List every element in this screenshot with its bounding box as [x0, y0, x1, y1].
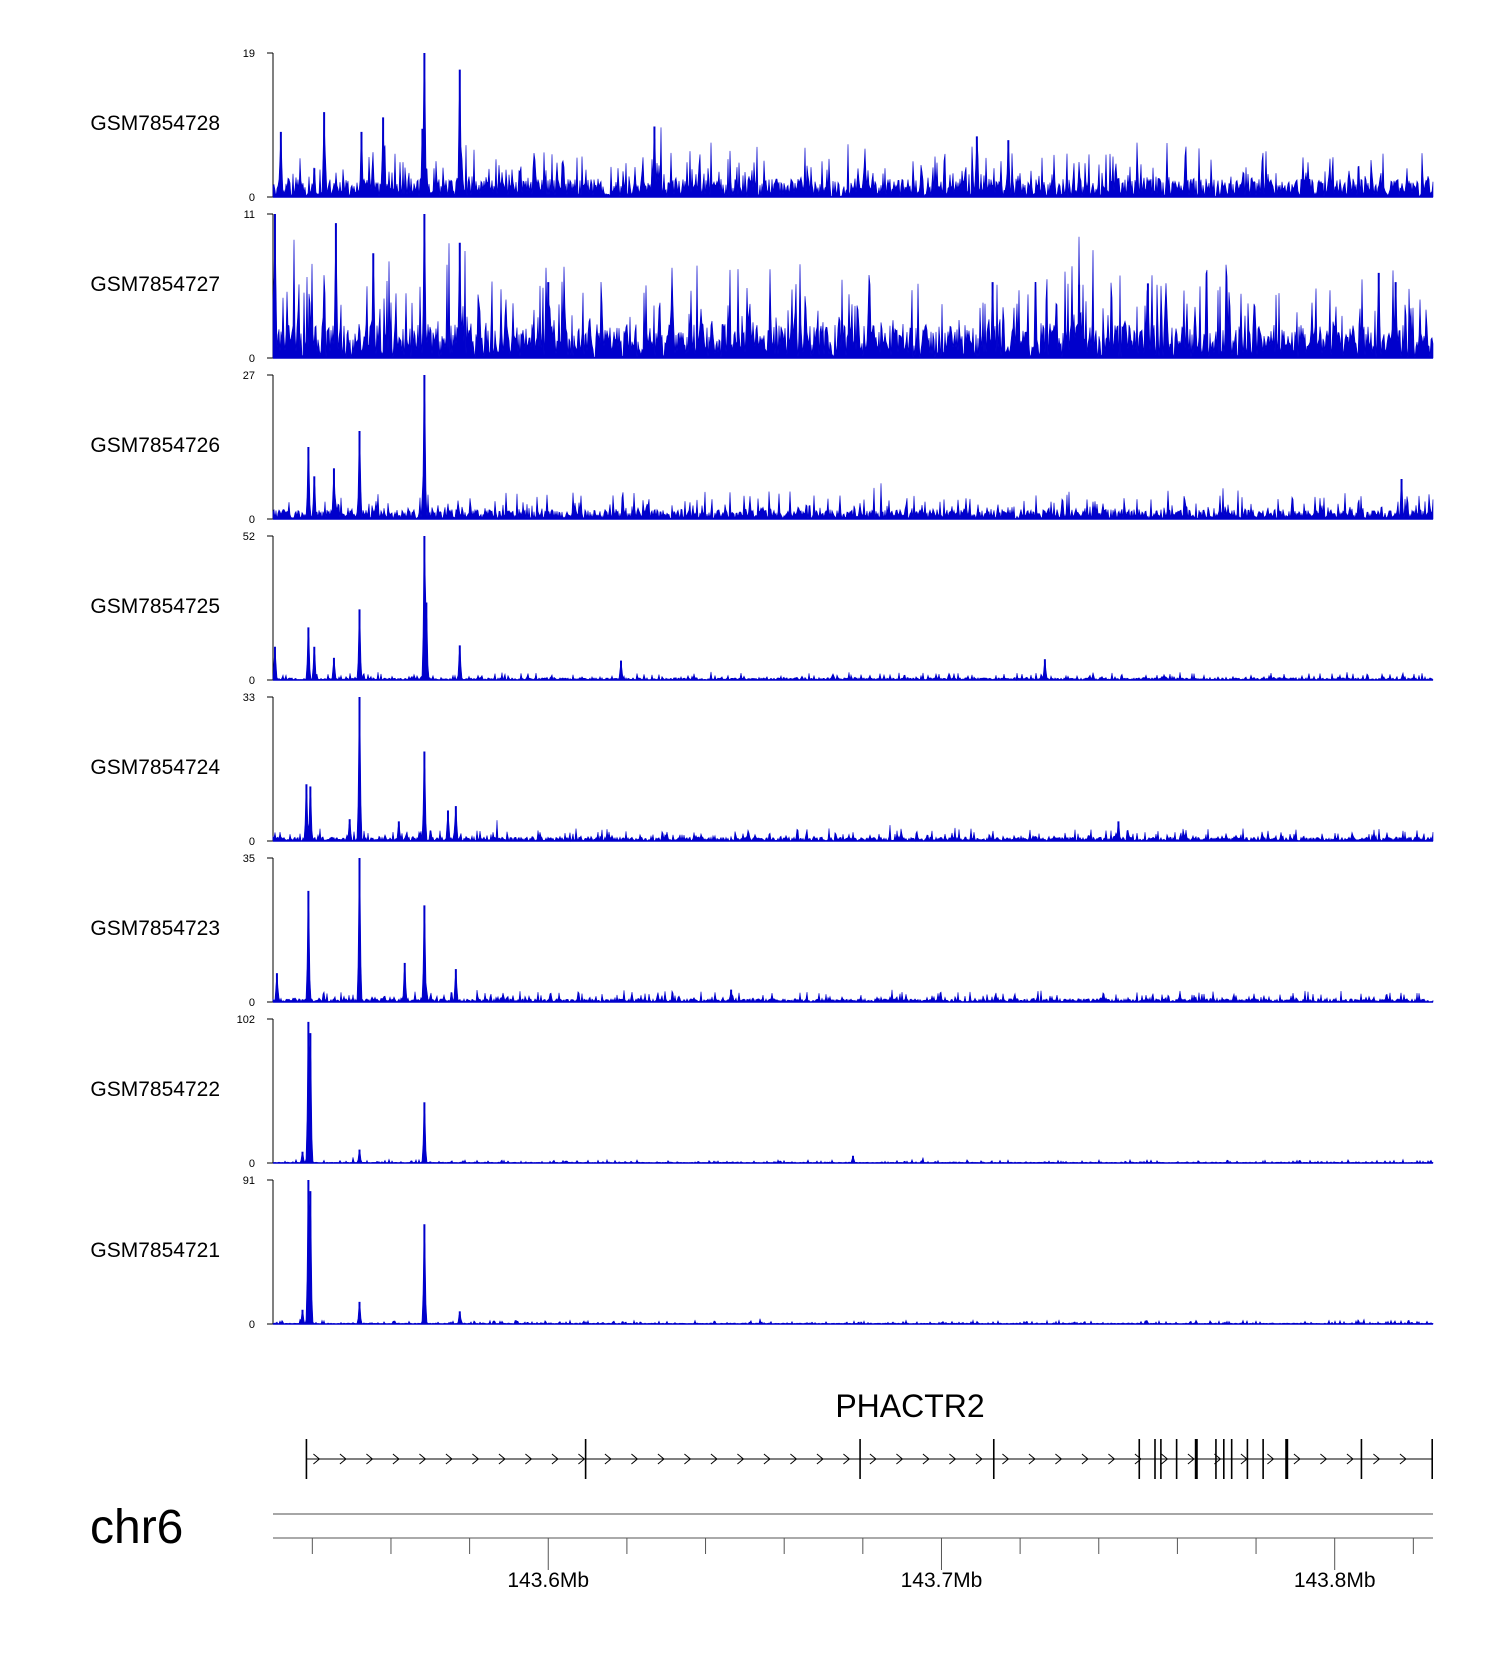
- track-label: GSM7854721: [90, 1239, 220, 1262]
- x-tick-label: 143.8Mb: [1294, 1569, 1376, 1592]
- strand-arrow: [1267, 1453, 1275, 1465]
- strand-arrow: [1055, 1453, 1063, 1465]
- strand-arrow: [631, 1453, 639, 1465]
- strand-arrow: [1161, 1453, 1169, 1465]
- track-GSM7854723: GSM7854723 35 0: [90, 853, 1434, 1009]
- y-tick-label: 0: [249, 836, 255, 848]
- track-GSM7854727: GSM7854727 11 0: [90, 209, 1434, 365]
- signal-area: [272, 1034, 1434, 1164]
- strand-arrow: [1002, 1453, 1010, 1465]
- strand-arrow: [472, 1453, 480, 1465]
- strand-arrow: [339, 1453, 347, 1465]
- signal-tracks: GSM7854728190GSM7854727110GSM7854726270G…: [90, 48, 1434, 1331]
- y-tick-label: 11: [244, 209, 255, 221]
- strand-arrow: [710, 1453, 718, 1465]
- strand-arrow: [816, 1453, 824, 1465]
- strand-arrow: [1187, 1453, 1195, 1465]
- track-label: GSM7854723: [90, 917, 220, 940]
- strand-arrow: [1373, 1453, 1381, 1465]
- signal-area: [272, 1192, 1434, 1325]
- signal-area: [272, 387, 1434, 521]
- track-GSM7854726: GSM7854726 27 0: [90, 370, 1434, 526]
- strand-arrow: [684, 1453, 692, 1465]
- y-tick-label: 102: [237, 1014, 255, 1026]
- y-tick-label: 0: [249, 675, 255, 687]
- track-GSM7854722: GSM7854722 102 0: [90, 1014, 1434, 1170]
- strand-arrow: [657, 1453, 665, 1465]
- axis-marks: 143.6Mb 143.7Mb 143.8Mb: [273, 1513, 1433, 1592]
- signal-area: [272, 716, 1434, 842]
- strand-arrow: [896, 1453, 904, 1465]
- y-tick-label: 0: [249, 1319, 255, 1331]
- y-tick-label: 0: [249, 1158, 255, 1170]
- strand-arrow: [392, 1453, 400, 1465]
- chromosome-label: chr6: [90, 1501, 183, 1554]
- track-label: GSM7854726: [90, 434, 220, 457]
- strand-arrow: [551, 1453, 559, 1465]
- strand-arrow: [366, 1453, 374, 1465]
- strand-arrow: [737, 1453, 745, 1465]
- y-tick-label: 35: [243, 853, 255, 865]
- strand-arrow: [869, 1453, 877, 1465]
- strand-arrow: [843, 1453, 851, 1465]
- gene-track: PHACTR2: [305, 1388, 1434, 1479]
- y-tick-label: 91: [243, 1175, 255, 1187]
- track-label: GSM7854722: [90, 1078, 220, 1101]
- y-tick-label: 33: [243, 692, 255, 704]
- y-tick-label: 52: [243, 531, 255, 543]
- strand-arrow: [1293, 1453, 1301, 1465]
- strand-arrow: [975, 1453, 983, 1465]
- track-GSM7854724: GSM7854724 33 0: [90, 692, 1434, 848]
- strand-arrow: [604, 1453, 612, 1465]
- strand-arrow: [498, 1453, 506, 1465]
- strand-arrow: [790, 1453, 798, 1465]
- strand-arrow: [525, 1453, 533, 1465]
- x-tick-label: 143.7Mb: [901, 1569, 983, 1592]
- genome-axis: chr6 143.6Mb 143.7Mb 143.8Mb: [90, 1501, 1433, 1592]
- strand-arrow: [445, 1453, 453, 1465]
- y-tick-label: 0: [249, 997, 255, 1009]
- y-tick-label: 0: [249, 353, 255, 365]
- signal-area: [272, 877, 1434, 1004]
- strand-arrow: [763, 1453, 771, 1465]
- track-GSM7854725: GSM7854725 52 0: [90, 531, 1434, 687]
- strand-arrow: [1399, 1453, 1407, 1465]
- strand-arrow: [1134, 1453, 1142, 1465]
- strand-arrow: [1081, 1453, 1089, 1465]
- strand-arrow: [949, 1453, 957, 1465]
- strand-arrow: [578, 1453, 586, 1465]
- track-label: GSM7854724: [90, 756, 220, 779]
- y-tick-label: 0: [249, 192, 255, 204]
- y-tick-label: 0: [249, 514, 255, 526]
- y-tick-label: 27: [243, 370, 255, 382]
- track-label: GSM7854728: [90, 112, 220, 135]
- signal-area: [272, 548, 1434, 682]
- strand-arrow: [1346, 1453, 1354, 1465]
- y-tick-label: 19: [243, 48, 255, 60]
- strand-arrow: [419, 1453, 427, 1465]
- gene-model: [305, 1439, 1434, 1479]
- track-label: GSM7854725: [90, 595, 220, 618]
- x-tick-label: 143.6Mb: [507, 1569, 589, 1592]
- strand-arrow: [1108, 1453, 1116, 1465]
- strand-arrow: [922, 1453, 930, 1465]
- strand-arrow: [313, 1453, 321, 1465]
- strand-arrow: [1028, 1453, 1036, 1465]
- gene-name-label: PHACTR2: [835, 1388, 984, 1424]
- track-label: GSM7854727: [90, 273, 220, 296]
- track-GSM7854721: GSM7854721 91 0: [90, 1175, 1434, 1331]
- track-GSM7854728: GSM7854728 19 0: [90, 48, 1434, 204]
- strand-arrow: [1320, 1453, 1328, 1465]
- signal-area: [272, 65, 1434, 198]
- signal-area: [272, 214, 1434, 359]
